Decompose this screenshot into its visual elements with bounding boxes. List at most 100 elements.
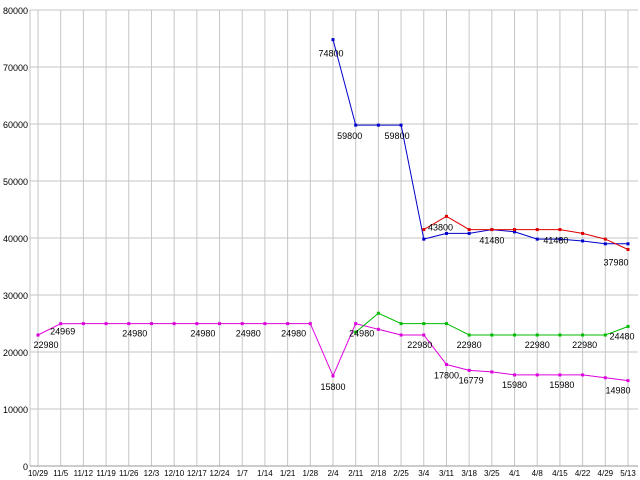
x-tick-label: 11/12: [74, 469, 94, 478]
y-tick-label: 0: [23, 462, 28, 472]
x-tick-label: 4/15: [552, 469, 568, 478]
green-series-point: [376, 311, 380, 315]
x-tick-label: 3/11: [439, 469, 455, 478]
red-series-point: [467, 228, 471, 232]
data-label: 24980: [281, 329, 306, 339]
data-label: 41480: [543, 236, 568, 246]
data-label: 14980: [605, 386, 630, 396]
x-tick-label: 11/5: [53, 469, 69, 478]
green-series-point: [354, 330, 358, 334]
magenta-series-point: [603, 376, 607, 380]
green-series-point: [422, 322, 426, 326]
data-label: 24480: [609, 331, 634, 341]
magenta-series-point: [81, 322, 85, 326]
data-label: 24980: [349, 329, 374, 339]
x-tick-label: 11/26: [119, 469, 139, 478]
magenta-series-point: [626, 379, 630, 383]
magenta-series-point: [218, 322, 222, 326]
green-series-point: [399, 322, 403, 326]
y-tick-label: 50000: [3, 177, 28, 187]
x-tick-label: 4/1: [509, 469, 521, 478]
magenta-series-point: [172, 322, 176, 326]
magenta-series-point: [331, 374, 335, 378]
x-tick-label: 2/18: [371, 469, 387, 478]
x-tick-label: 10/29: [28, 469, 49, 478]
data-label: 41480: [479, 236, 504, 246]
blue-series-point: [558, 237, 562, 241]
red-series-point: [535, 228, 539, 232]
x-tick-label: 1/28: [303, 469, 319, 478]
red-series-point: [444, 214, 448, 218]
data-label: 17800: [434, 371, 459, 381]
x-tick-label: 11/19: [96, 469, 116, 478]
x-tick-label: 2/11: [348, 469, 364, 478]
y-tick-label: 10000: [3, 405, 28, 415]
magenta-series-point: [127, 322, 131, 326]
blue-series-point: [581, 239, 585, 243]
x-tick-label: 12/10: [164, 469, 185, 478]
green-series-point: [558, 333, 562, 337]
magenta-series-point: [535, 373, 539, 377]
green-series-point: [535, 333, 539, 337]
red-series-point: [581, 231, 585, 235]
data-label: 22980: [457, 340, 482, 350]
x-tick-label: 1/7: [237, 469, 249, 478]
data-label: 37980: [603, 258, 628, 268]
magenta-series-point: [513, 373, 517, 377]
magenta-series-point: [444, 363, 448, 367]
x-tick-label: 12/24: [210, 469, 231, 478]
green-series-point: [444, 322, 448, 326]
blue-series-point: [331, 38, 335, 42]
magenta-series-point: [467, 368, 471, 372]
data-label: 16779: [459, 375, 484, 385]
y-tick-label: 70000: [3, 63, 28, 73]
blue-series-point: [467, 231, 471, 235]
red-series-line: [423, 215, 629, 250]
y-tick-label: 60000: [3, 120, 28, 130]
green-series-point: [513, 333, 517, 337]
magenta-series-point: [581, 373, 585, 377]
magenta-series-point: [36, 333, 40, 337]
x-tick-label: 2/4: [327, 469, 339, 478]
data-label: 22980: [33, 340, 58, 350]
green-series-point: [581, 333, 585, 337]
x-tick-label: 3/25: [484, 469, 500, 478]
data-label: 59800: [337, 131, 362, 141]
x-tick-label: 12/17: [187, 469, 208, 478]
x-tick-label: 12/3: [144, 469, 160, 478]
x-tick-label: 2/25: [393, 469, 409, 478]
magenta-series-point: [490, 370, 494, 374]
x-tick-label: 4/29: [598, 469, 614, 478]
magenta-series-point: [399, 333, 403, 337]
data-label: 43800: [428, 222, 453, 232]
magenta-series-point: [354, 322, 358, 326]
magenta-series-point: [104, 322, 108, 326]
data-label: 15800: [320, 382, 345, 392]
data-label: 22980: [407, 340, 432, 350]
blue-series-point: [354, 123, 358, 127]
green-series-point: [626, 324, 630, 328]
data-label: 22980: [525, 340, 550, 350]
x-tick-label: 4/22: [575, 469, 591, 478]
magenta-series-point: [240, 322, 244, 326]
magenta-series-point: [263, 322, 267, 326]
blue-series-point: [535, 237, 539, 241]
blue-series-point: [444, 231, 448, 235]
magenta-series-point: [195, 322, 199, 326]
magenta-series-point: [308, 322, 312, 326]
data-label: 24980: [236, 329, 261, 339]
data-label: 24969: [50, 327, 75, 337]
y-tick-label: 20000: [3, 348, 28, 358]
data-label: 22980: [572, 340, 597, 350]
data-label: 24980: [122, 329, 147, 339]
y-tick-label: 40000: [3, 234, 28, 244]
y-tick-label: 30000: [3, 291, 28, 301]
x-tick-label: 5/13: [620, 469, 636, 478]
blue-series-point: [399, 123, 403, 127]
red-series-point: [603, 237, 607, 241]
data-label: 15980: [549, 380, 574, 390]
blue-series-line: [332, 39, 628, 245]
x-tick-label: 4/8: [532, 469, 544, 478]
magenta-series-point: [558, 373, 562, 377]
